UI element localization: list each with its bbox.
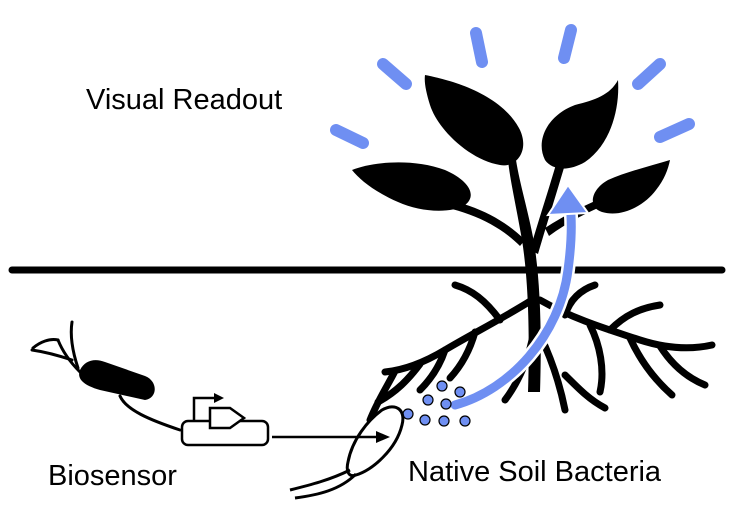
molecule-dot [419,414,431,426]
molecule-dot [454,386,466,398]
glow-rays-icon [330,24,695,149]
molecule-dot [402,408,414,420]
root [366,367,399,424]
biosensor-flagellum [56,338,82,374]
native-bacterium-body [345,405,405,478]
glow-ray [377,58,412,90]
glow-ray [558,24,577,64]
promoter-arrow [192,396,214,421]
root [446,328,479,382]
transfer-arrow-head [376,431,390,443]
native-bacterium-flagellum [294,472,358,500]
coding-sequence [208,406,247,430]
plant-branch-right [530,150,568,254]
leaf [592,160,670,214]
signal-arrow-shaft [450,200,576,410]
outlined-bacterium-icon [289,405,405,500]
root [561,281,599,319]
molecule-dot [422,394,434,406]
biosensor-label: Biosensor [48,460,177,492]
signal-arrow [448,183,590,412]
root [586,321,606,396]
glow-ray [632,58,666,90]
root [451,281,504,324]
signal-molecules [402,380,471,427]
molecule-dot [459,415,471,427]
glow-ray [654,118,695,143]
native-soil-bacteria-label: Native Soil Bacteria [408,456,662,488]
promoter-cds-plasmid-icon [180,393,270,447]
biosensor-bacterium-body [79,360,155,400]
leaf [424,75,524,166]
biosensor-flagellum [30,348,74,362]
root [626,334,676,399]
molecule-dot [436,380,448,392]
visual-readout-label: Visual Readout [86,84,283,116]
molecule-dot [440,398,452,410]
promoter-arrowhead [214,393,224,403]
native-bacterium-flagellum [289,468,351,492]
transfer-arrow [272,431,390,443]
root [561,371,609,412]
root [416,346,449,394]
glow-ray [330,124,369,149]
biosensor-flagellum [69,320,80,370]
root [606,301,664,334]
root [656,342,709,389]
leaf [352,162,471,211]
molecule-dot [438,415,450,427]
biosensor-tether [118,394,182,432]
signal-arrow-head [546,183,590,217]
glow-ray [470,27,488,68]
rod-bacterium-icon [30,320,182,432]
biosensor-flagellum [31,338,60,350]
plant-with-roots-icon [352,75,716,424]
leaf [541,80,619,169]
